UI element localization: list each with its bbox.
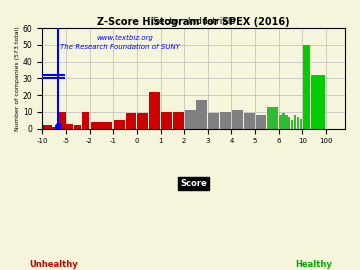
Bar [244,113,255,129]
Bar [42,125,47,129]
Bar [279,115,282,129]
Bar [114,120,125,129]
Bar [47,125,51,129]
Bar [285,115,288,129]
Bar [208,113,219,129]
Bar [90,122,112,129]
Bar [282,113,284,129]
Bar [303,45,310,129]
Bar [137,113,148,129]
Bar [74,125,81,129]
Text: Sector: Industrials: Sector: Industrials [153,17,235,26]
Bar [291,120,293,129]
Text: Score: Score [180,179,207,188]
Text: Unhealthy: Unhealthy [30,260,78,269]
Bar [311,75,325,129]
Bar [61,112,66,129]
Bar [220,112,231,129]
Bar [297,117,300,129]
Bar [66,124,73,129]
Bar [173,112,184,129]
Bar [126,113,136,129]
Bar [149,92,160,129]
Text: www.textbiz.org: www.textbiz.org [97,35,154,41]
Bar [161,112,172,129]
Title: Z-Score Histogram for SPEX (2016): Z-Score Histogram for SPEX (2016) [97,17,290,27]
Bar [185,110,195,129]
Text: -6.6022: -6.6022 [0,269,1,270]
Text: The Research Foundation of SUNY: The Research Foundation of SUNY [60,44,180,50]
Bar [82,112,89,129]
Bar [232,110,243,129]
Bar [52,127,56,129]
Bar [256,115,266,129]
Bar [267,107,278,129]
Text: Healthy: Healthy [295,260,332,269]
Bar [197,100,207,129]
Bar [300,119,302,129]
Y-axis label: Number of companies (573 total): Number of companies (573 total) [15,26,20,131]
Bar [294,115,296,129]
Bar [57,112,61,129]
Bar [288,117,291,129]
